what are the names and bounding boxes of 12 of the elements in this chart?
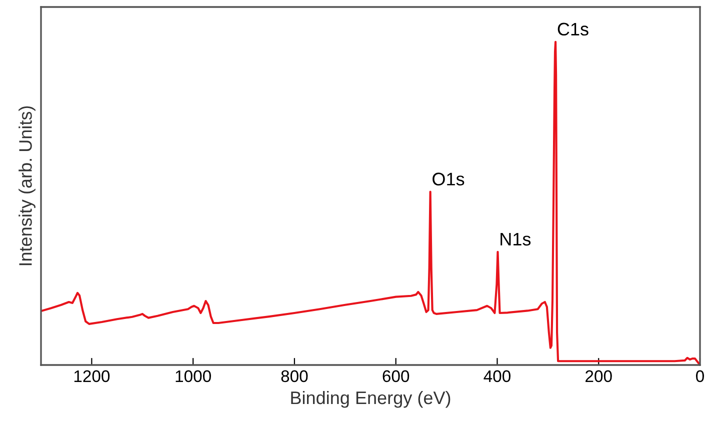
annotation: C1s [558, 22, 588, 36]
x-axis-title: Binding Energy (eV) [291, 390, 450, 408]
annotation: N1s [500, 232, 531, 246]
x-tick-label: 600 [382, 370, 410, 382]
x-tick-label: 0 [696, 370, 704, 382]
x-tick-label: 400 [484, 370, 510, 382]
annotation: O1s [432, 172, 464, 186]
x-tick-label: 200 [586, 370, 612, 382]
x-tick-label: 1200 [74, 370, 110, 382]
x-tick-label: 800 [281, 370, 308, 382]
y-axis-title: Intensity (arb. Units) [18, 106, 36, 266]
x-tick-label: 1000 [176, 370, 211, 382]
